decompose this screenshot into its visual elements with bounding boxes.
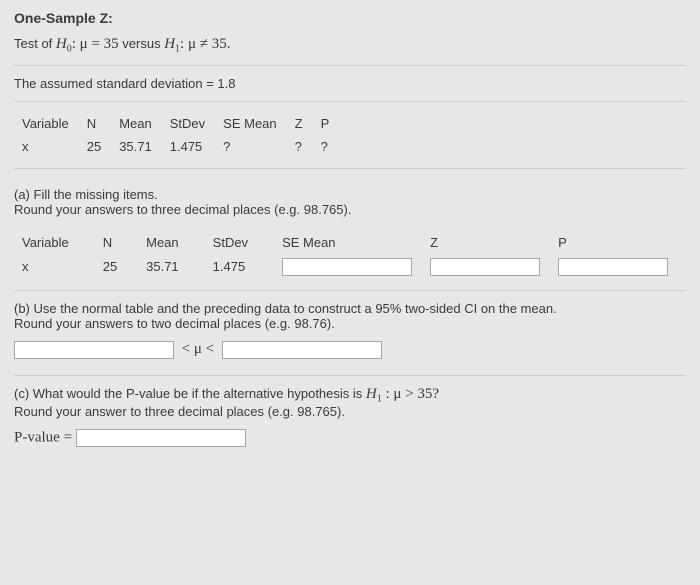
divider <box>14 375 686 376</box>
part-c-round: Round your answer to three decimal place… <box>14 404 686 419</box>
cell-semean: ? <box>219 135 290 158</box>
given-table: Variable N Mean StDev SE Mean Z P x 25 3… <box>18 112 343 158</box>
col-variable: Variable <box>18 112 83 135</box>
col-n: N <box>83 112 115 135</box>
ci-upper-input[interactable] <box>222 341 382 359</box>
col-mean: Mean <box>142 231 209 254</box>
divider <box>14 168 686 169</box>
part-c-text: (c) What would the P-value be if the alt… <box>14 386 686 405</box>
cell-stdev: 1.475 <box>166 135 219 158</box>
fill-table: Variable N Mean StDev SE Mean Z P x 25 3… <box>18 231 682 280</box>
col-semean: SE Mean <box>219 112 290 135</box>
part-c: (c) What would the P-value be if the alt… <box>14 386 686 448</box>
ci-row: < μ < <box>14 341 686 359</box>
part-b-text: (b) Use the normal table and the precedi… <box>14 301 686 316</box>
part-a: (a) Fill the missing items. Round your a… <box>14 187 686 280</box>
table-header-row: Variable N Mean StDev SE Mean Z P <box>18 112 343 135</box>
ci-lower-input[interactable] <box>14 341 174 359</box>
cell-variable: x <box>18 254 99 280</box>
cell-p: ? <box>317 135 344 158</box>
cell-mean: 35.71 <box>115 135 166 158</box>
cell-semean-input <box>278 254 426 280</box>
col-stdev: StDev <box>209 231 278 254</box>
col-p: P <box>317 112 344 135</box>
col-z: Z <box>291 112 317 135</box>
part-a-label: (a) Fill the missing items. <box>14 187 686 202</box>
part-a-round: Round your answers to three decimal plac… <box>14 202 686 217</box>
table-row: x 25 35.71 1.475 ? ? ? <box>18 135 343 158</box>
cell-stdev: 1.475 <box>209 254 278 280</box>
cell-mean: 35.71 <box>142 254 209 280</box>
divider <box>14 290 686 291</box>
pvalue-row: P-value = <box>14 429 686 447</box>
page-title: One-Sample Z: <box>14 10 686 26</box>
se-mean-input[interactable] <box>282 258 412 276</box>
part-c-prefix: (c) What would the P-value be if the alt… <box>14 386 366 401</box>
mu-between: < μ < <box>178 341 218 358</box>
cell-n: 25 <box>83 135 115 158</box>
versus-text: versus <box>119 36 165 51</box>
table-row: x 25 35.71 1.475 <box>18 254 682 280</box>
divider <box>14 65 686 66</box>
part-b-round: Round your answers to two decimal places… <box>14 316 686 331</box>
cell-z-input <box>426 254 554 280</box>
h1-symbol: H <box>164 36 175 52</box>
p-input[interactable] <box>558 258 668 276</box>
col-semean: SE Mean <box>278 231 426 254</box>
h0-symbol: H <box>56 36 67 52</box>
part-b: (b) Use the normal table and the precedi… <box>14 301 686 359</box>
worksheet-page: One-Sample Z: Test of H0: μ = 35 versus … <box>0 0 700 461</box>
hypothesis-line: Test of H0: μ = 35 versus H1: μ ≠ 35. <box>14 36 686 55</box>
z-input[interactable] <box>430 258 540 276</box>
cell-p-input <box>554 254 682 280</box>
cell-z: ? <box>291 135 317 158</box>
col-n: N <box>99 231 142 254</box>
cell-n: 25 <box>99 254 142 280</box>
hypo-prefix: Test of <box>14 36 56 51</box>
assumed-sd-line: The assumed standard deviation = 1.8 <box>14 76 686 91</box>
col-stdev: StDev <box>166 112 219 135</box>
h1c-symbol: H <box>366 386 377 402</box>
h1c-expr: : μ > 35? <box>382 386 439 402</box>
col-mean: Mean <box>115 112 166 135</box>
col-variable: Variable <box>18 231 99 254</box>
h0-expr: : μ = 35 <box>72 36 119 52</box>
cell-variable: x <box>18 135 83 158</box>
col-p: P <box>554 231 682 254</box>
h1-expr: : μ ≠ 35. <box>180 36 230 52</box>
table-header-row: Variable N Mean StDev SE Mean Z P <box>18 231 682 254</box>
divider <box>14 101 686 102</box>
pvalue-input[interactable] <box>76 429 246 447</box>
pvalue-label: P-value = <box>14 430 72 446</box>
col-z: Z <box>426 231 554 254</box>
